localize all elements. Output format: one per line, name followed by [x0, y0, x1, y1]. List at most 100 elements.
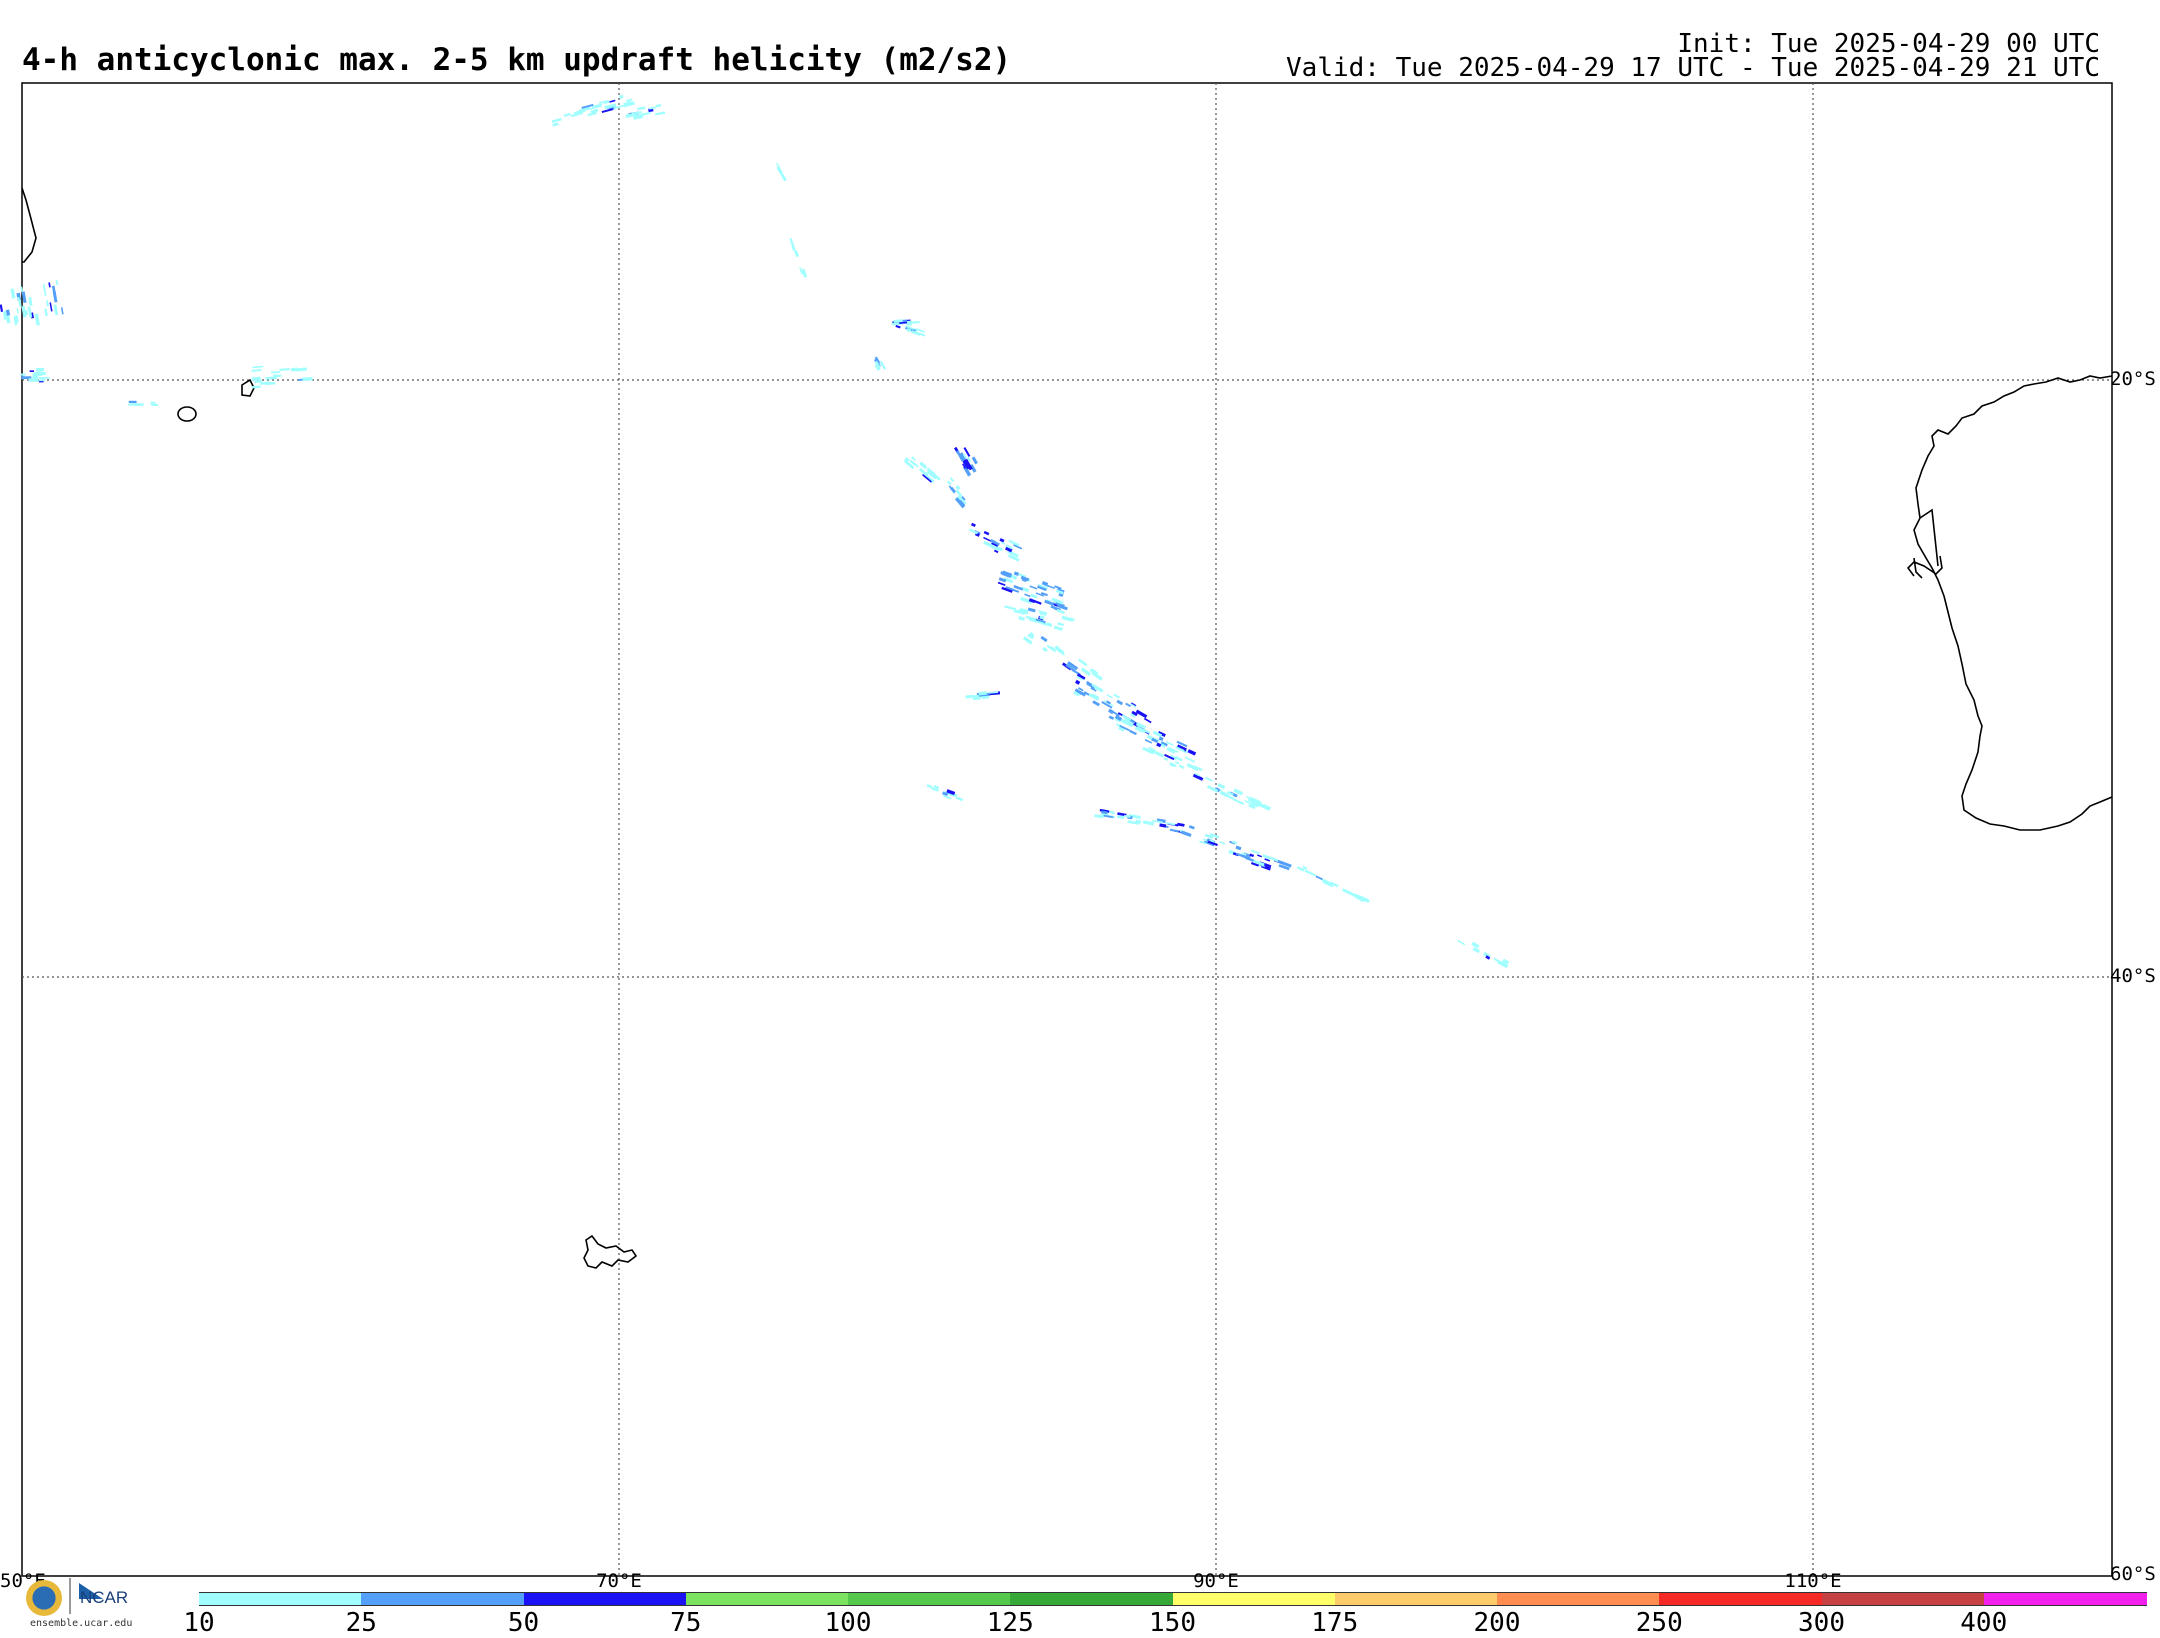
helicity-streak [792, 246, 793, 250]
helicity-streak [1057, 623, 1063, 625]
helicity-streak [1143, 822, 1154, 824]
helicity-streak [49, 283, 50, 288]
colorbar-segment [1497, 1592, 1660, 1606]
colorbar-tick-label: 250 [1636, 1608, 1683, 1638]
helicity-streak [4, 311, 6, 320]
helicity-streak [273, 376, 281, 377]
helicity-streak [894, 321, 903, 322]
helicity-streak [957, 486, 960, 489]
colorbar-segment [1822, 1592, 1985, 1606]
helicity-streak [577, 112, 583, 114]
colorbar-segment [1335, 1592, 1498, 1606]
helicity-streak [252, 366, 263, 367]
helicity-streak [1109, 717, 1113, 719]
colorbar-tick-label: 75 [670, 1608, 701, 1638]
colorbar-segment [524, 1592, 687, 1606]
helicity-streak [1236, 847, 1241, 849]
colorbar-tick-label: 10 [183, 1608, 214, 1638]
helicity-streak [981, 697, 988, 698]
helicity-streak [1177, 824, 1184, 825]
helicity-streak [26, 310, 27, 315]
helicity-streak [46, 309, 47, 316]
helicity-streak [1250, 855, 1254, 856]
colorbar-segment [199, 1592, 362, 1606]
helicity-streak [1101, 812, 1107, 813]
helicity-streak [12, 289, 14, 299]
helicity-streak [1040, 613, 1047, 615]
helicity-streak [302, 379, 310, 380]
helicity-streak [55, 305, 57, 315]
helicity-streak [1040, 617, 1045, 618]
colorbar-tick-label: 150 [1149, 1608, 1196, 1638]
helicity-streak [57, 280, 58, 285]
helicity-streak [1117, 817, 1124, 818]
helicity-streak [796, 251, 798, 257]
helicity-streak [934, 786, 939, 788]
map-frame [22, 83, 2112, 1576]
helicity-streak [47, 300, 48, 306]
helicity-streak [1486, 956, 1490, 958]
colorbar-tick-label: 125 [987, 1608, 1034, 1638]
helicity-streak [619, 96, 623, 97]
colorbar-tick-label: 25 [346, 1608, 377, 1638]
lat-label-40s: 40°S [2110, 965, 2156, 987]
helicity-streak [15, 317, 16, 325]
helicity-streak [1094, 816, 1103, 818]
helicity-streak [604, 102, 610, 104]
helicity-streak [252, 387, 261, 388]
helicity-streak [905, 458, 908, 461]
helicity-streak [1076, 681, 1080, 683]
helicity-streak [626, 116, 630, 117]
helicity-streak [291, 369, 298, 370]
helicity-streak [260, 383, 270, 384]
helicity-streak [280, 369, 290, 370]
helicity-streak [1124, 816, 1130, 817]
helicity-streak [1159, 738, 1163, 740]
helicity-streak [972, 524, 976, 526]
helicity-streak [1233, 842, 1238, 844]
helicity-streak [1059, 594, 1063, 595]
helicity-streak [1028, 609, 1035, 611]
helicity-streak [979, 693, 987, 694]
colorbar-tick-label: 100 [825, 1608, 872, 1638]
helicity-streak [54, 291, 56, 302]
helicity-streak [1054, 627, 1062, 629]
colorbar-segment [1010, 1592, 1173, 1606]
colorbar-tick-label: 400 [1960, 1608, 2007, 1638]
helicity-streak [30, 297, 31, 305]
helicity-streak [637, 108, 645, 109]
lon-label-90e: 90°E [1193, 1570, 1239, 1592]
helicity-streak [1117, 814, 1126, 816]
colorbar-tick-label: 175 [1311, 1608, 1358, 1638]
helicity-streak [7, 310, 8, 316]
helicity-streak [271, 372, 280, 373]
helicity-streak [976, 534, 980, 536]
helicity-streak [18, 297, 19, 302]
colorbar-segment [686, 1592, 849, 1606]
colorbar-tick-label: 300 [1798, 1608, 1845, 1638]
colorbar-segment [1984, 1592, 2147, 1606]
helicity-streak [21, 287, 22, 292]
helicity-streak [927, 785, 932, 787]
helicity-streak [23, 292, 25, 303]
logo-separator [69, 1578, 71, 1614]
helicity-streak [553, 124, 558, 125]
helicity-streak [973, 698, 981, 699]
helicity-streak [1014, 573, 1018, 575]
helicity-streak [958, 798, 962, 800]
colorbar-segment [1173, 1592, 1336, 1606]
helicity-streak [1157, 744, 1161, 746]
helicity-streak [252, 378, 261, 379]
helicity-streak [630, 115, 635, 116]
helicity-streak [648, 110, 653, 111]
lon-label-70e: 70°E [596, 1570, 642, 1592]
helicity-streak [1029, 600, 1035, 602]
helicity-streak [656, 105, 661, 106]
colorbar-tick-label: 200 [1474, 1608, 1521, 1638]
helicity-streak [1303, 867, 1307, 869]
helicity-streak [989, 692, 998, 693]
helicity-streak [1042, 583, 1047, 585]
helicity-streak [1, 305, 2, 312]
helicity-streak [17, 308, 18, 313]
